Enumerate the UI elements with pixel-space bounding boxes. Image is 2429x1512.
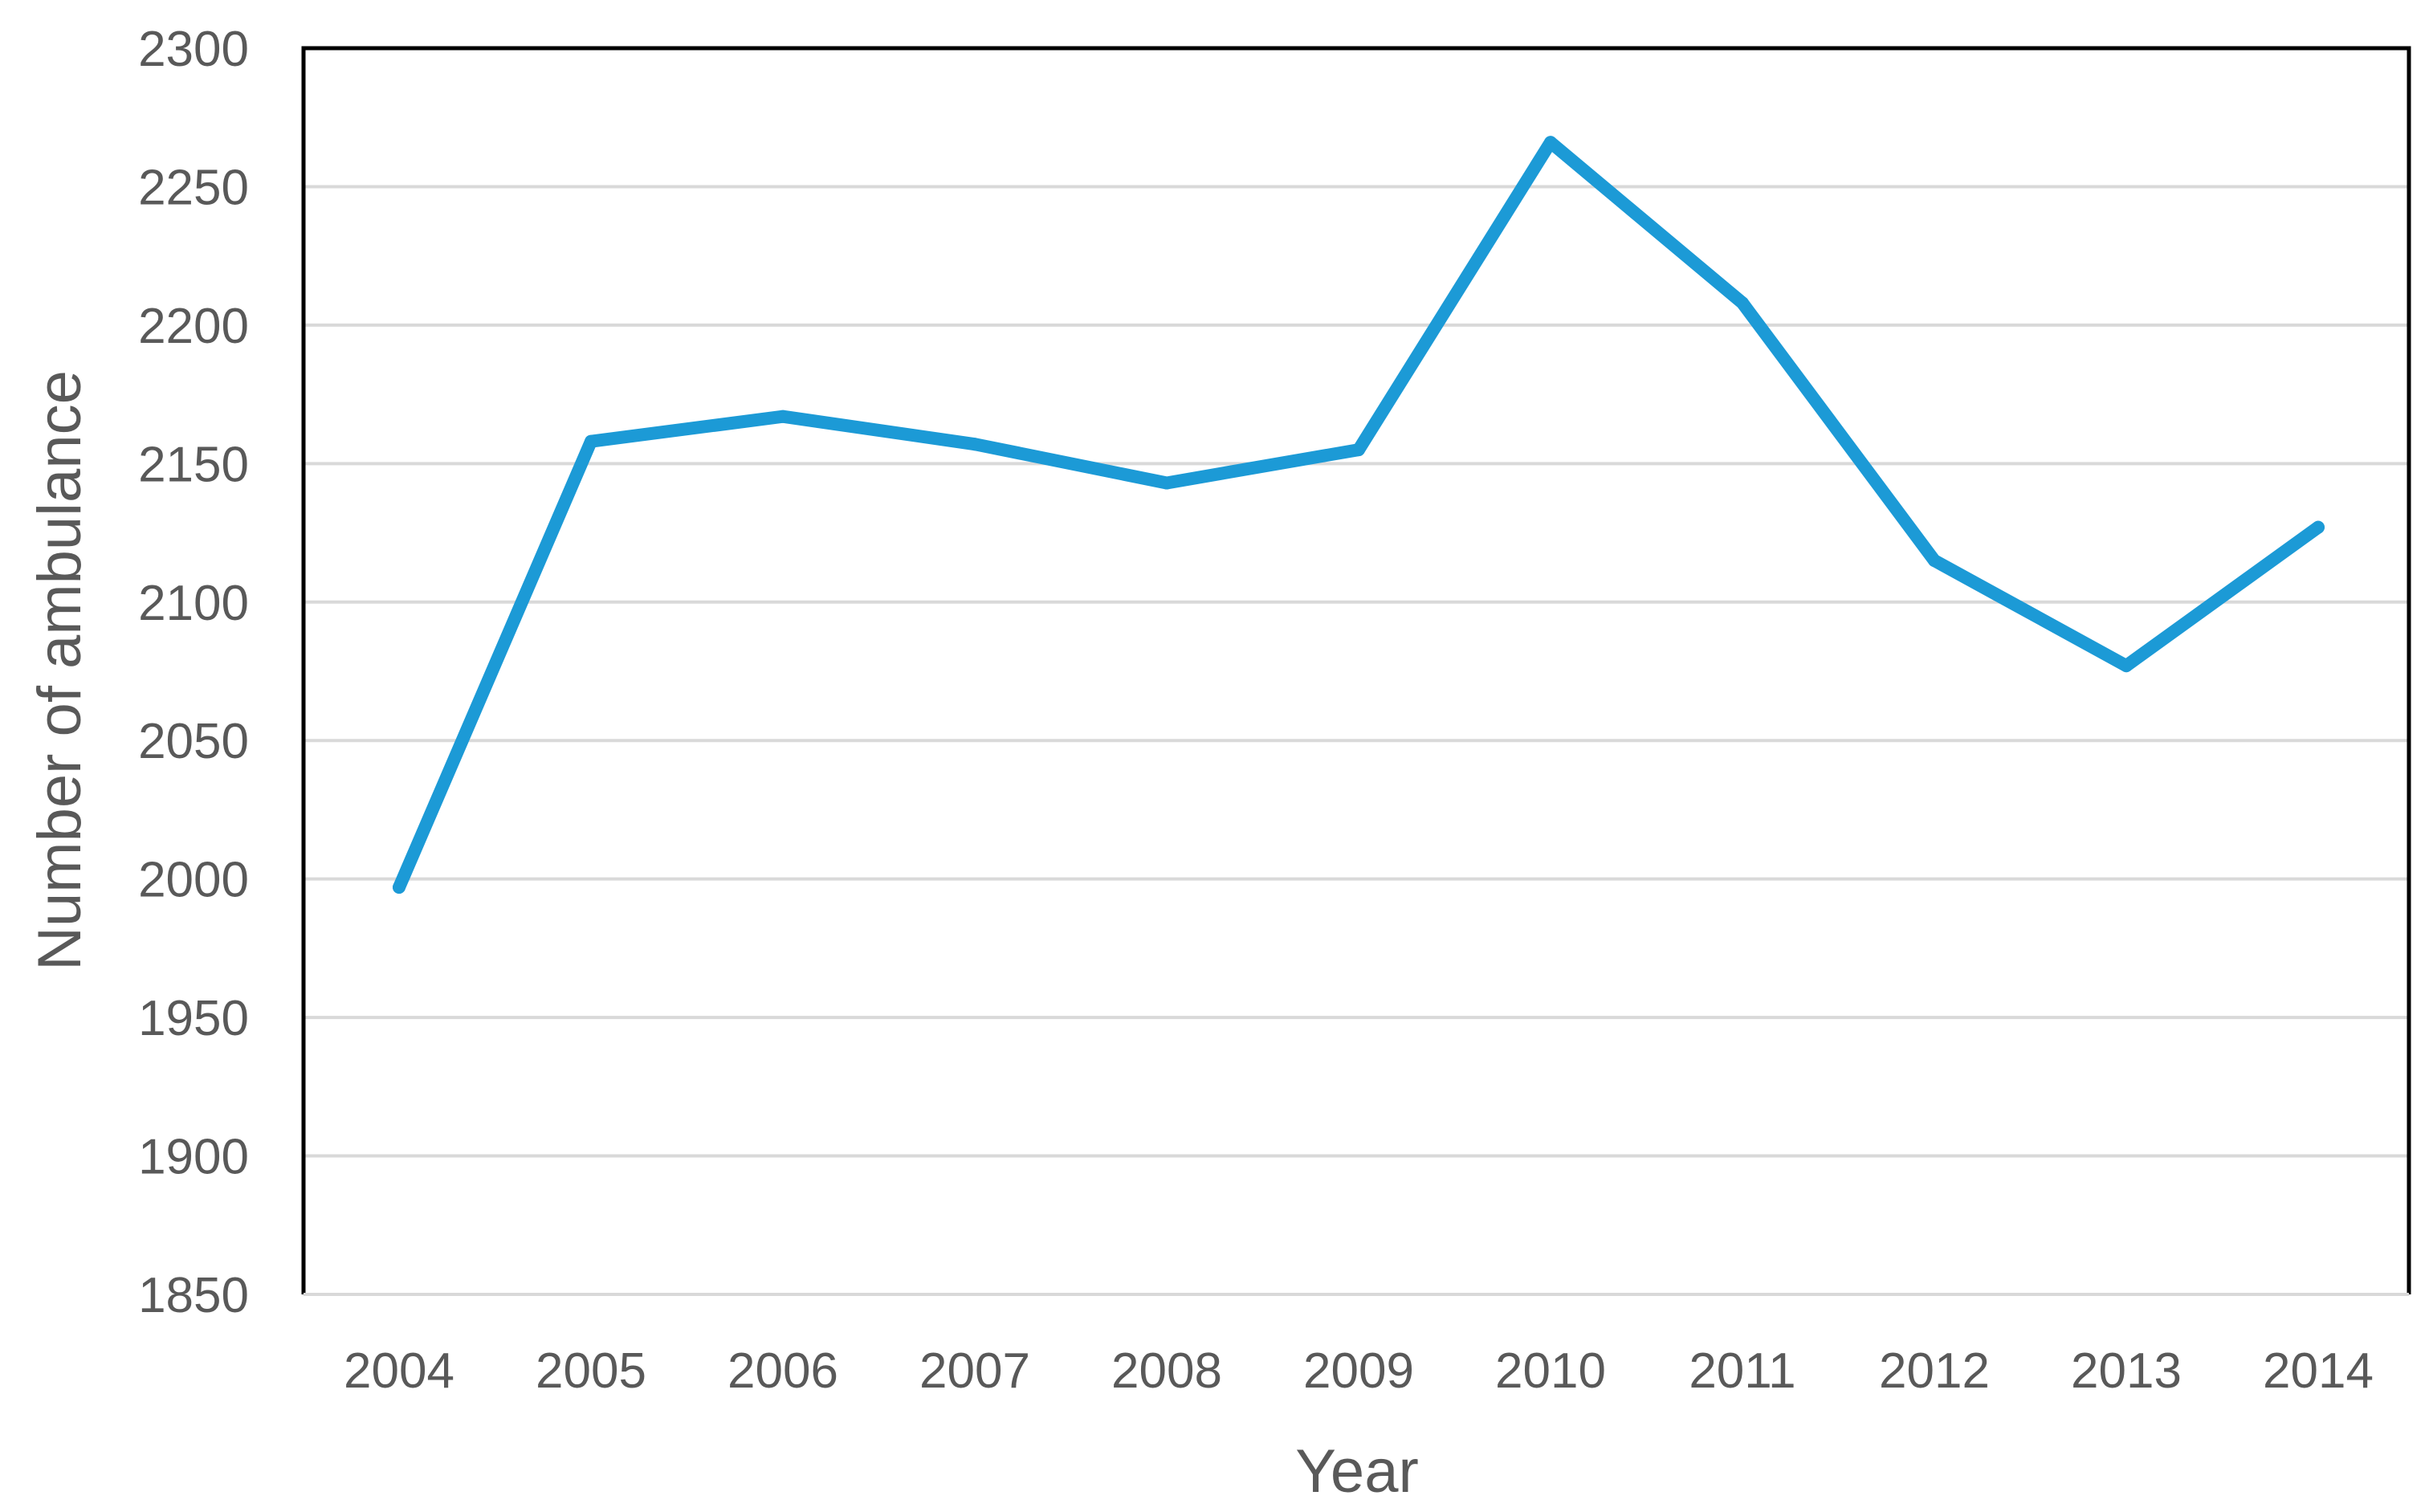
gridlines xyxy=(304,185,2409,1158)
y-tick-label: 2100 xyxy=(138,576,249,631)
data-point xyxy=(1544,136,1557,149)
series-line xyxy=(393,136,2325,895)
y-tick-label: 2250 xyxy=(138,160,249,215)
x-tick-label: 2005 xyxy=(536,1343,646,1399)
y-axis-title: Number of ambulance xyxy=(26,370,94,971)
x-axis-title: Year xyxy=(1295,1437,1419,1506)
x-tick-label: 2009 xyxy=(1303,1343,1414,1399)
data-point xyxy=(2312,520,2325,534)
data-point xyxy=(1160,476,1173,490)
y-tick-label: 1900 xyxy=(138,1130,249,1185)
y-tick-label: 2000 xyxy=(138,853,249,908)
data-point xyxy=(393,881,406,895)
x-tick-label: 2014 xyxy=(2263,1343,2374,1399)
data-point xyxy=(968,438,981,451)
y-tick-label: 2150 xyxy=(138,437,249,492)
data-point xyxy=(1736,296,1749,310)
plot-frame-border xyxy=(301,46,2411,1294)
y-tick-label: 1850 xyxy=(138,1268,249,1323)
x-tick-label: 2004 xyxy=(344,1343,454,1399)
data-point xyxy=(776,410,789,423)
y-tick-label: 2200 xyxy=(138,299,249,354)
data-point xyxy=(585,434,597,448)
data-point xyxy=(1352,443,1365,457)
x-tick-label: 2008 xyxy=(1111,1343,1222,1399)
data-point xyxy=(2120,659,2133,673)
x-tick-label: 2010 xyxy=(1495,1343,1606,1399)
x-tick-label: 2011 xyxy=(1689,1343,1795,1399)
plot-frame xyxy=(301,46,2411,1296)
x-tick-label: 2013 xyxy=(2071,1343,2182,1399)
y-tick-label: 2050 xyxy=(138,714,249,769)
x-axis-tick-labels: 2004 2005 2006 2007 2008 2009 2010 2011 2012 2013… xyxy=(344,1343,2374,1399)
y-axis-tick-labels: 1850 1900 1950 2000 2050 2100 2150 2200 2250 2300 xyxy=(138,22,249,1323)
x-tick-label: 2006 xyxy=(727,1343,838,1399)
data-point xyxy=(1928,554,1941,568)
y-tick-label: 2300 xyxy=(138,22,249,77)
x-tick-label: 2007 xyxy=(919,1343,1030,1399)
x-tick-label: 2012 xyxy=(1879,1343,1990,1399)
series-layer xyxy=(393,136,2325,895)
y-tick-label: 1950 xyxy=(138,991,249,1046)
